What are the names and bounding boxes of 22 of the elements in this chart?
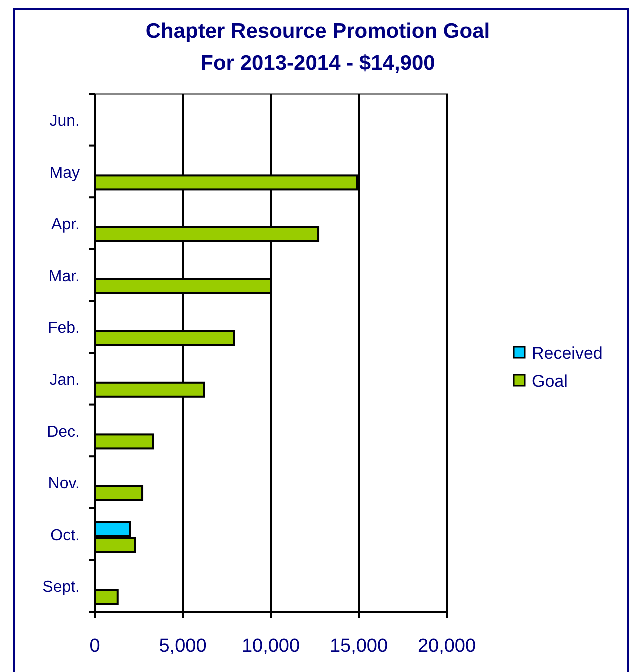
legend-label: Goal: [532, 372, 568, 391]
y-tick-label: Feb.: [48, 320, 80, 338]
y-tick-label: Jan.: [50, 372, 80, 389]
x-tick-label: 5,000: [159, 636, 207, 657]
x-tick-label: 15,000: [330, 636, 388, 657]
chart-title: Chapter Resource Promotion Goal: [146, 20, 490, 43]
x-tick-label: 10,000: [242, 636, 300, 657]
chart-subtitle: For 2013-2014 - $14,900: [200, 52, 436, 75]
legend-label: Received: [532, 344, 603, 363]
y-tick-label: Dec.: [47, 424, 80, 441]
bar: [94, 434, 154, 450]
y-tick-label: Jun.: [50, 113, 80, 130]
x-tick-label: 20,000: [418, 636, 476, 657]
bar: [94, 589, 119, 606]
y-tick-label: Nov.: [48, 476, 80, 493]
y-tick-label: May: [50, 164, 80, 182]
y-tick-label: Sept.: [42, 579, 80, 596]
bar: [94, 486, 144, 502]
y-tick-label: Oct.: [50, 527, 80, 544]
y-tick-label: Apr.: [52, 216, 80, 234]
y-tick-label: Mar.: [48, 268, 80, 286]
x-tick-label: 0: [90, 636, 100, 657]
